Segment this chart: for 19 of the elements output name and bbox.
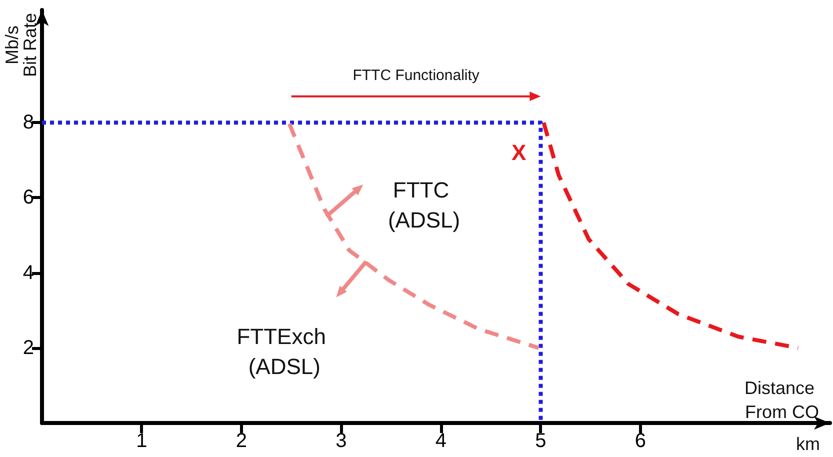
text: km [796,434,820,454]
x-tick-label: 2 [236,430,248,452]
text: Mb/s [2,25,22,65]
y-tick-label: 6 [22,186,34,209]
y-tick-label: 8 [22,112,34,134]
x-tick-label: 4 [435,430,447,452]
x-tick-label: 3 [336,430,347,452]
line-series [542,120,800,350]
x-axis-title: Distance From CO [744,378,820,422]
annotation: FTTC Functionality [352,67,480,84]
y-tick-label: 4 [22,262,34,284]
x-tick-label: 5 [535,430,546,452]
y-tick-label: 2 [22,336,34,359]
annotation: FTTC (ADSL) [388,178,460,233]
x-tick-label: 6 [634,430,646,452]
annotation: X [511,140,526,166]
x-tick-label: 1 [136,430,148,452]
y-axis-title: Bit Rate [20,12,40,78]
annotation: FTTExch (ADSL) [236,324,332,380]
